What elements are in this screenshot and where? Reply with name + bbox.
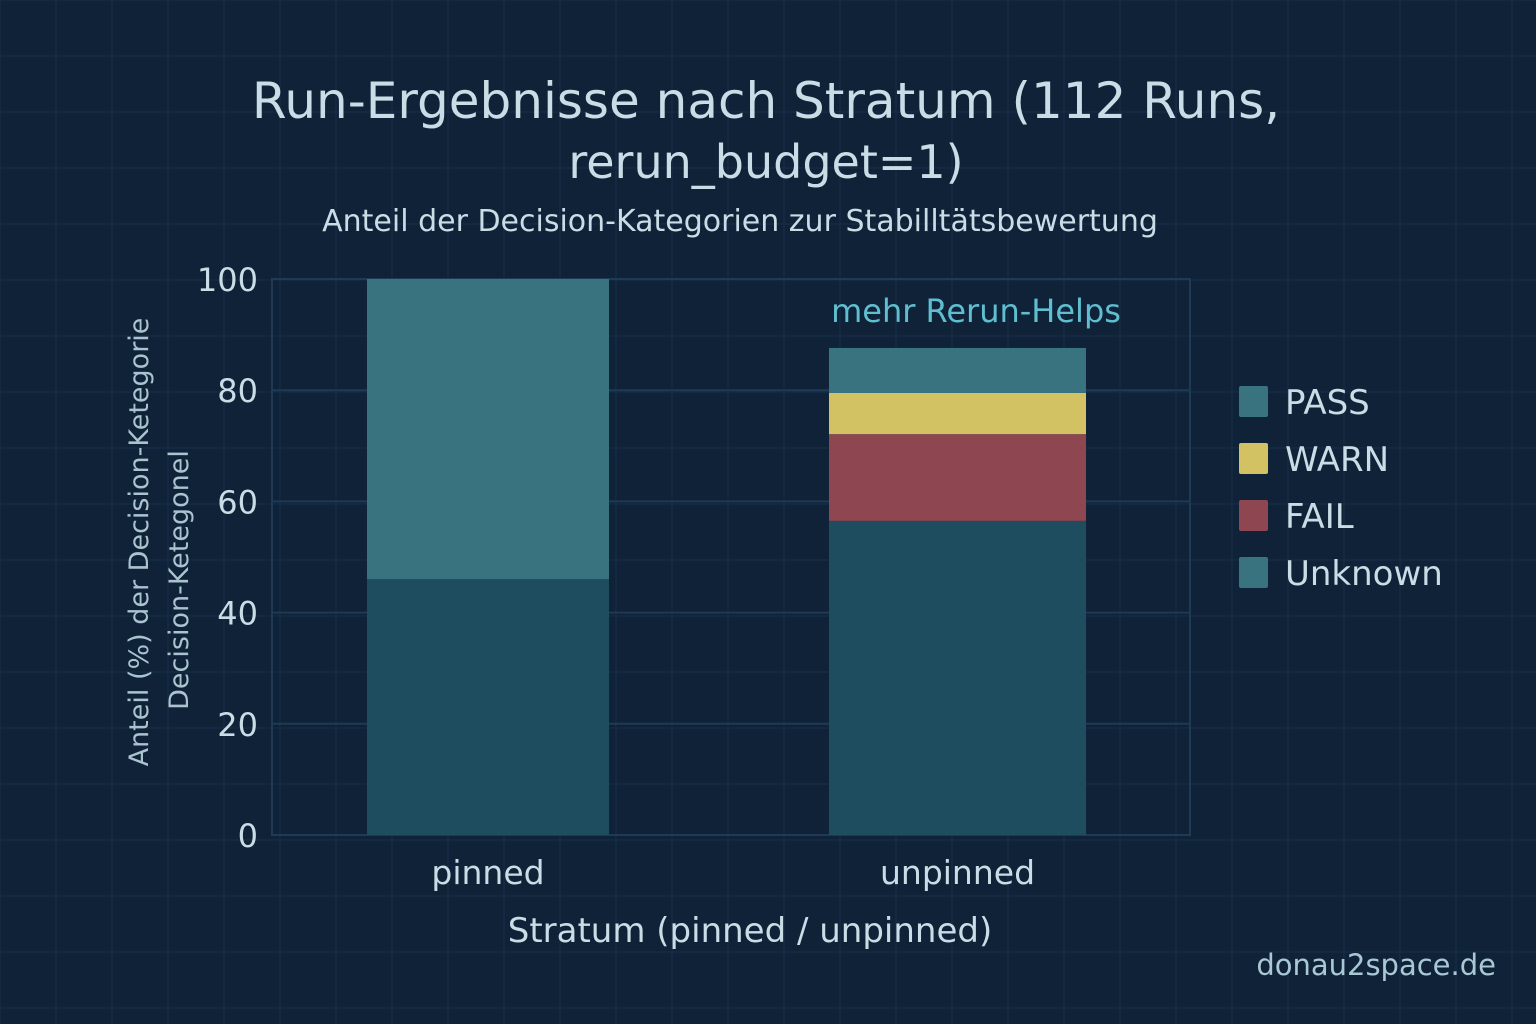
bar-segment-unpinned-warn xyxy=(829,392,1086,435)
annotation-rerun-helps: mehr Rerun-Helps xyxy=(831,292,1121,330)
y-tick-label: 100 xyxy=(197,261,258,299)
legend-label: PASS xyxy=(1285,383,1370,423)
legend: PASS WARN FAIL Unknown xyxy=(1239,383,1443,594)
bar-segment-unpinned-pass xyxy=(829,347,1086,393)
legend-swatch-fail xyxy=(1239,500,1268,531)
legend-label: FAIL xyxy=(1285,497,1354,537)
bar-segment-unpinned-fail xyxy=(829,434,1086,521)
y-tick-label: 60 xyxy=(217,483,258,521)
bar-segment-pinned-unknown xyxy=(367,579,609,835)
legend-swatch-pass xyxy=(1239,386,1268,417)
y-axis-label-line2: Decision-Ketegonel xyxy=(164,450,195,710)
y-tick-label: 0 xyxy=(238,817,258,855)
legend-label: Unknown xyxy=(1285,554,1443,594)
y-axis-label-line1: Anteil (%) der Decision-Ketegorie xyxy=(124,318,155,767)
legend-swatch-unknown xyxy=(1239,557,1268,588)
watermark: donau2space.de xyxy=(1256,948,1496,982)
x-axis-label: Stratum (pinned / unpinned) xyxy=(508,911,992,951)
bar-segment-unpinned-unknown xyxy=(829,520,1086,835)
x-tick-labels: pinned unpinned xyxy=(431,853,1035,892)
chart-title-line1: Run-Ergebnisse nach Stratum (112 Runs, xyxy=(252,72,1280,130)
chart-title-line2: rerun_budget=1) xyxy=(568,135,963,189)
legend-label: WARN xyxy=(1285,440,1389,480)
y-tick-labels: 0 20 40 60 80 100 xyxy=(197,261,258,855)
bar-segment-pinned-pass xyxy=(367,279,609,580)
y-tick-label: 20 xyxy=(217,706,258,744)
x-tick-label: unpinned xyxy=(880,853,1035,892)
x-tick-label: pinned xyxy=(431,853,544,892)
chart-subtitle: Anteil der Decision-Kategorien zur Stabi… xyxy=(322,204,1158,239)
y-tick-label: 40 xyxy=(217,595,258,633)
bars xyxy=(367,279,1086,835)
legend-swatch-warn xyxy=(1239,443,1268,474)
y-tick-label: 80 xyxy=(217,372,258,410)
